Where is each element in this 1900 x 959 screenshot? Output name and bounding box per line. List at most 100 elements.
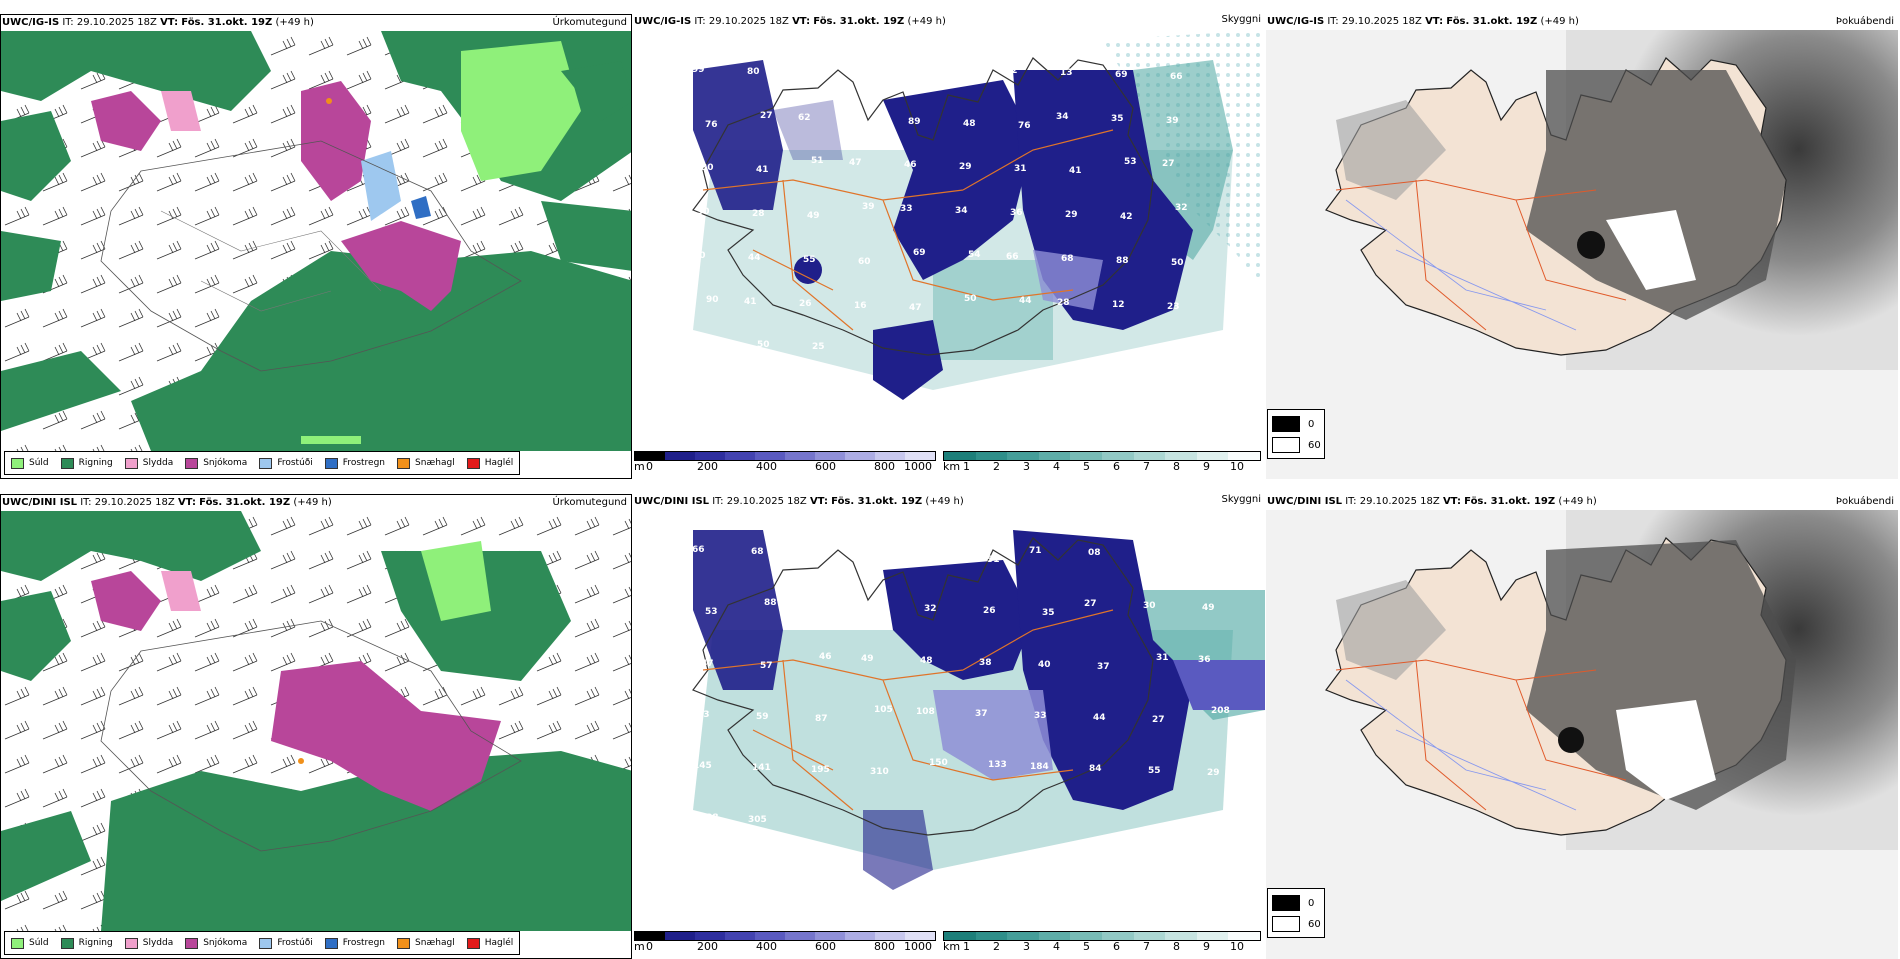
legend-item: Slydda [124, 457, 173, 469]
tick-label: 200 [697, 460, 718, 473]
legend-swatch [466, 457, 480, 469]
fog-key-swatch [1272, 895, 1300, 911]
legend-item: Rigning [60, 937, 113, 949]
colorbar-ramp [943, 451, 1261, 461]
tick-label: 6 [1113, 460, 1120, 473]
visibility-panel: UWC/IG-IS IT: 29.10.2025 18Z VT: Fös. 31… [633, 14, 1265, 479]
legend-swatch [324, 457, 338, 469]
tick-label: 800 [874, 940, 895, 953]
visibility-colorbar: km 1 2 3 4 5 6 7 8 9 10 [943, 451, 1265, 475]
legend-swatch [324, 937, 338, 949]
fog-map [1266, 510, 1898, 959]
tick-label: 2 [993, 940, 1000, 953]
tick-label: 1 [963, 460, 970, 473]
legend-swatch [259, 937, 273, 949]
tick-label: 400 [756, 940, 777, 953]
tick-label: 7 [1143, 940, 1150, 953]
panel-title: UWC/DINI ISL IT: 29.10.2025 18Z VT: Fös.… [1267, 496, 1597, 507]
tick-label: 400 [756, 460, 777, 473]
tick-label: 1000 [904, 940, 932, 953]
fog-key-row: 0 [1272, 895, 1314, 911]
tick-label: 1000 [904, 460, 932, 473]
legend-swatch [11, 937, 24, 949]
legend-item: Frostregn [324, 457, 385, 469]
legend-swatch [397, 937, 411, 949]
legend-item: Súld [11, 457, 49, 469]
colorbar-ramp [634, 931, 936, 941]
precip-map [1, 31, 631, 451]
visibility-panel-label: Skyggni [1221, 14, 1261, 25]
colorbar-unit: m [634, 460, 645, 473]
panel-title: UWC/IG-IS IT: 29.10.2025 18Z VT: Fös. 31… [634, 16, 946, 27]
snowcover-map [633, 30, 1265, 450]
legend-swatch [124, 457, 138, 469]
fog-key-swatch [1272, 416, 1300, 432]
panel-title: UWC/DINI ISL IT: 29.10.2025 18Z VT: Fös.… [2, 497, 332, 508]
legend-item: Haglél [466, 457, 513, 469]
tick-label: 4 [1053, 940, 1060, 953]
tick-label: 8 [1173, 460, 1180, 473]
legend-item: Snæhagl [397, 937, 455, 949]
fog-key-row: 0 [1272, 416, 1314, 432]
tick-label: 3 [1023, 940, 1030, 953]
tick-label: 2 [993, 460, 1000, 473]
fog-panel-label: Þokuábendi [1835, 496, 1894, 507]
fog-indicator-panel: UWC/DINI ISL IT: 29.10.2025 18Z VT: Fös.… [1266, 494, 1898, 959]
visibility-panel: UWC/DINI ISL IT: 29.10.2025 18Z VT: Fös.… [633, 494, 1265, 959]
colorbar-unit: km [943, 940, 961, 953]
fog-key-row: 60 [1272, 437, 1321, 453]
precip-panel-label: Úrkomutegund [552, 17, 627, 28]
legend-swatch [466, 937, 480, 949]
tick-label: 10 [1230, 940, 1244, 953]
tick-label: 0 [646, 940, 653, 953]
legend-item: Snjókoma [185, 937, 247, 949]
tick-label: 7 [1143, 460, 1150, 473]
legend-swatch [259, 457, 273, 469]
snow-depth-colorbar: m 0 200 400 600 800 1000 [634, 931, 936, 955]
tick-label: 600 [815, 940, 836, 953]
tick-label: 9 [1203, 460, 1210, 473]
tick-label: 4 [1053, 460, 1060, 473]
legend-item: Frostúði [259, 937, 313, 949]
legend-swatch [11, 457, 24, 469]
fog-indicator-panel: UWC/IG-IS IT: 29.10.2025 18Z VT: Fös. 31… [1266, 14, 1898, 479]
tick-label: 3 [1023, 460, 1030, 473]
tick-label: 5 [1083, 460, 1090, 473]
legend-item: Slydda [124, 937, 173, 949]
legend-item: Snjókoma [185, 457, 247, 469]
fog-key-swatch [1272, 916, 1300, 932]
panel-title: UWC/IG-IS IT: 29.10.2025 18Z VT: Fös. 31… [1267, 16, 1579, 27]
tick-label: 600 [815, 460, 836, 473]
panel-title: UWC/DINI ISL IT: 29.10.2025 18Z VT: Fös.… [634, 496, 964, 507]
legend-swatch [185, 937, 199, 949]
colorbar-ramp [634, 451, 936, 461]
snow-depth-colorbar: m 0 200 400 600 800 1000 [634, 451, 936, 475]
legend-swatch [124, 937, 138, 949]
precip-type-panel: UWC/DINI ISL IT: 29.10.2025 18Z VT: Fös.… [0, 494, 632, 959]
colorbar-unit: km [943, 460, 961, 473]
tick-label: 8 [1173, 940, 1180, 953]
tick-label: 9 [1203, 940, 1210, 953]
legend-item: Rigning [60, 457, 113, 469]
precip-panel-label: Úrkomutegund [552, 497, 627, 508]
tick-label: 800 [874, 460, 895, 473]
visibility-panel-label: Skyggni [1221, 494, 1261, 505]
precip-type-panel: UWC/IG-IS IT: 29.10.2025 18Z VT: Fös. 31… [0, 14, 632, 479]
legend-item: Snæhagl [397, 457, 455, 469]
precip-map [1, 511, 631, 931]
fog-key-row: 60 [1272, 916, 1321, 932]
colorbar-ramp [943, 931, 1261, 941]
fog-map [1266, 30, 1898, 479]
snowcover-map [633, 510, 1265, 930]
legend-swatch [60, 937, 74, 949]
tick-label: 200 [697, 940, 718, 953]
fog-key: 0 60 [1267, 409, 1325, 459]
tick-label: 5 [1083, 940, 1090, 953]
legend-item: Haglél [466, 937, 513, 949]
tick-label: 1 [963, 940, 970, 953]
fog-key-swatch [1272, 437, 1300, 453]
fog-key: 0 60 [1267, 888, 1325, 938]
legend-item: Frostregn [324, 937, 385, 949]
colorbar-unit: m [634, 940, 645, 953]
legend-item: Súld [11, 937, 49, 949]
